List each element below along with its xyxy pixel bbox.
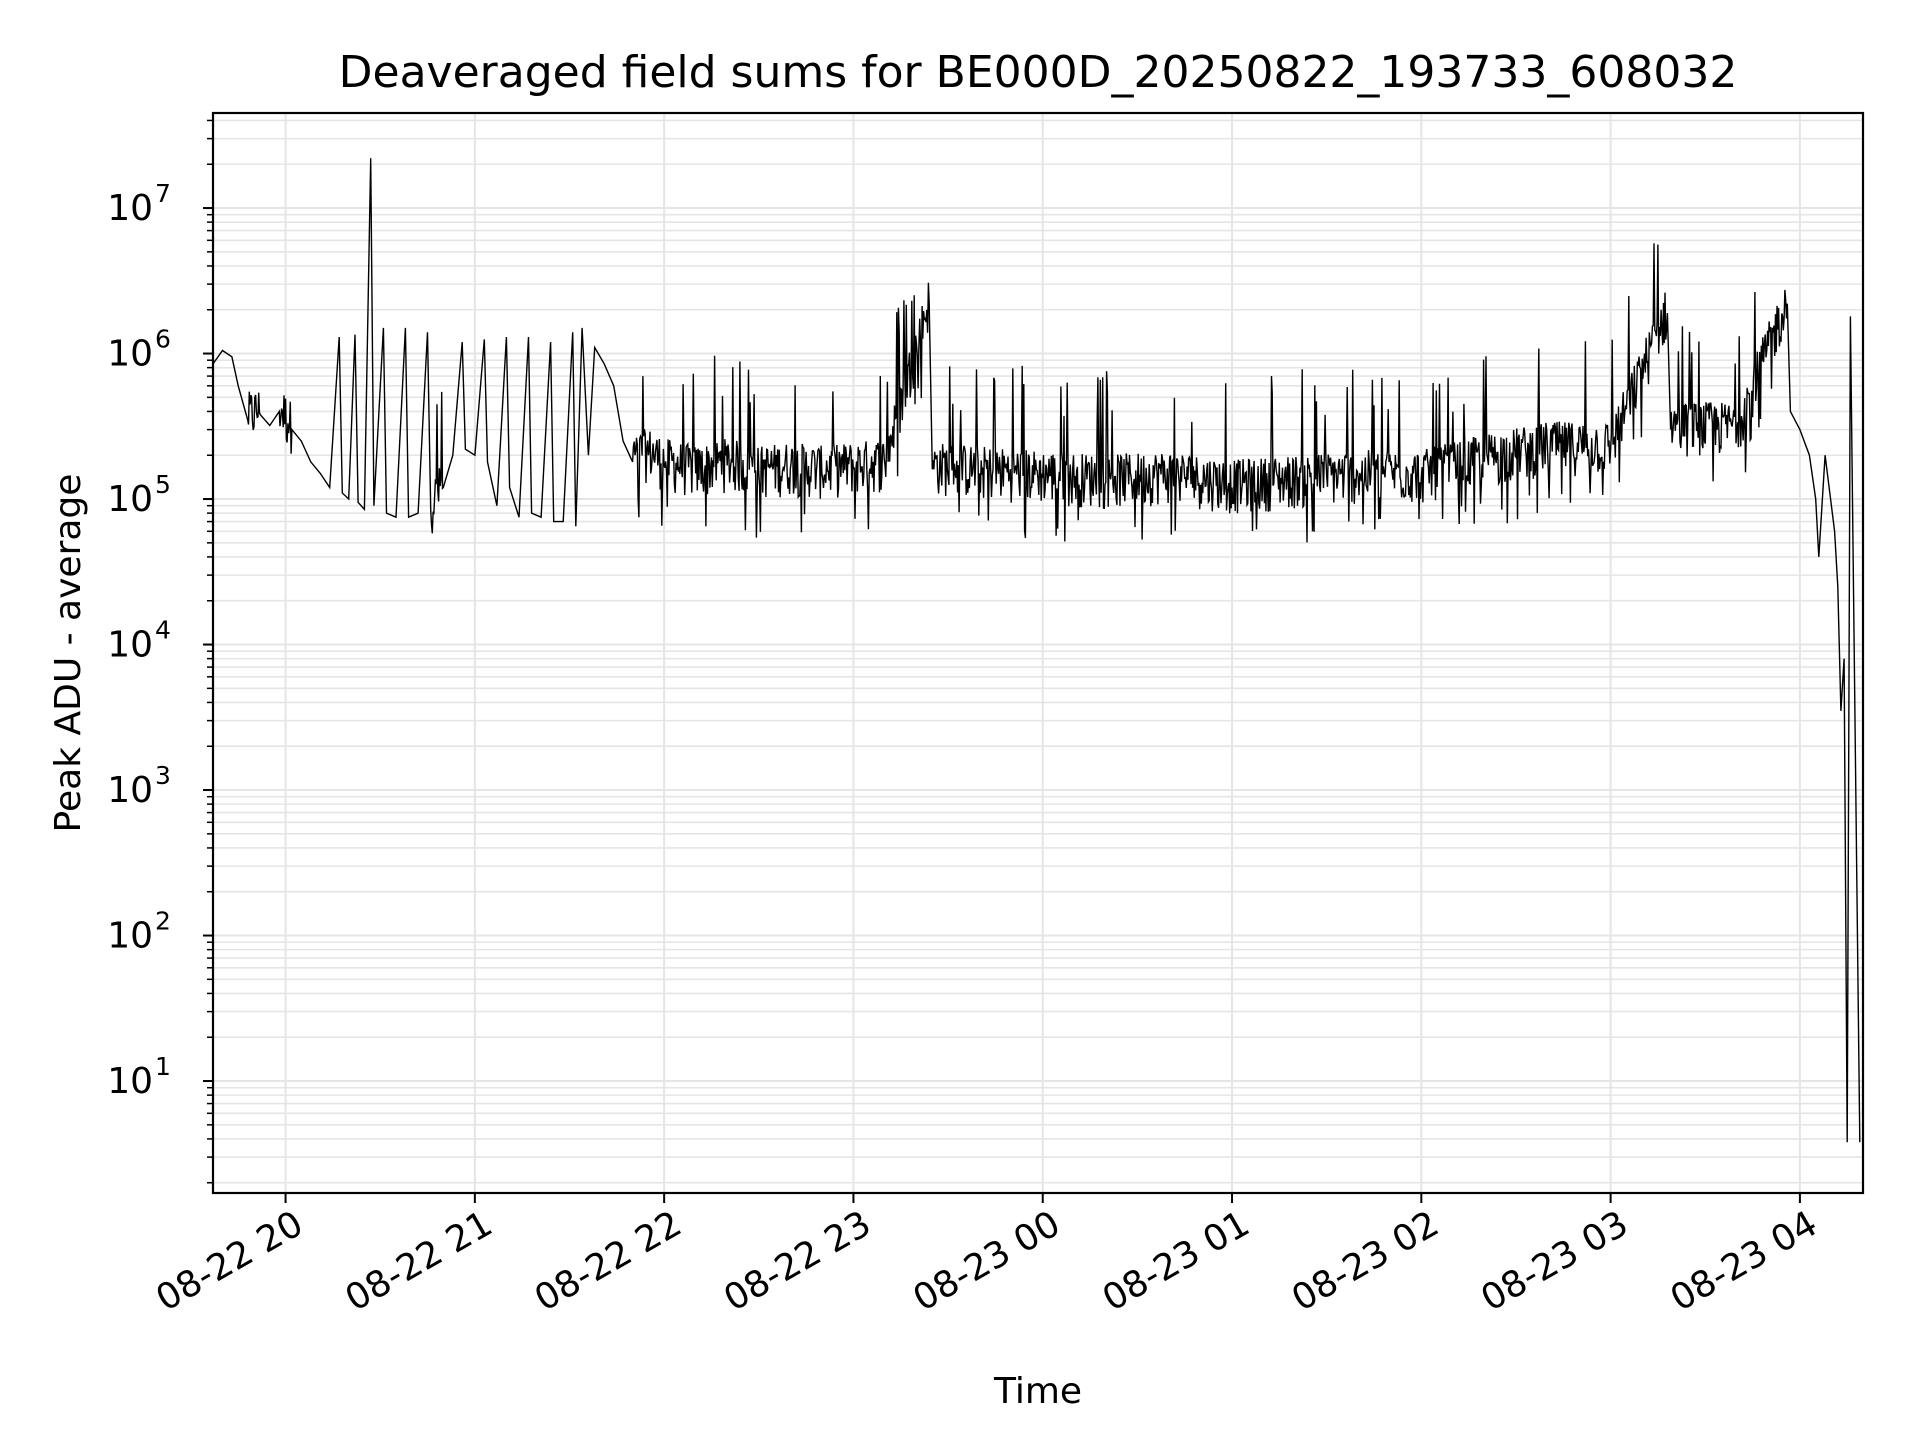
y-tick-label: 10 — [107, 188, 153, 229]
y-tick-label-exponent: 7 — [155, 179, 171, 208]
y-tick-label-exponent: 4 — [155, 616, 171, 645]
y-axis-label: Peak ADU - average — [48, 474, 89, 833]
y-tick-label-base: 10 — [107, 188, 153, 229]
y-tick-label-base: 10 — [107, 479, 153, 520]
y-tick-label-base: 10 — [107, 625, 153, 666]
y-tick-label-exponent: 3 — [155, 761, 171, 790]
series-line — [213, 158, 1861, 1143]
y-tick-label: 10 — [107, 770, 153, 811]
y-tick-label-exponent: 1 — [155, 1052, 171, 1081]
x-axis-label: Time — [993, 1371, 1082, 1412]
plot-frame — [211, 111, 1865, 1195]
y-tick-label-base: 10 — [107, 1061, 153, 1102]
y-tick-label: 10 — [107, 625, 153, 666]
y-tick-label: 10 — [107, 479, 153, 520]
y-tick-label-exponent: 2 — [155, 907, 171, 936]
y-tick-label-exponent: 6 — [155, 325, 171, 354]
grid — [213, 113, 1863, 1193]
y-tick-label: 10 — [107, 334, 153, 375]
chart-title: Deaveraged field sums for BE000D_2025082… — [339, 47, 1738, 98]
series-line-group — [213, 158, 1861, 1143]
y-tick-label: 10 — [107, 1061, 153, 1102]
y-tick-label: 10 — [107, 916, 153, 957]
y-tick-label-exponent: 5 — [155, 470, 171, 499]
axis-ticks — [203, 119, 1801, 1203]
y-tick-label-base: 10 — [107, 334, 153, 375]
y-tick-label-base: 10 — [107, 770, 153, 811]
y-tick-label-base: 10 — [107, 916, 153, 957]
